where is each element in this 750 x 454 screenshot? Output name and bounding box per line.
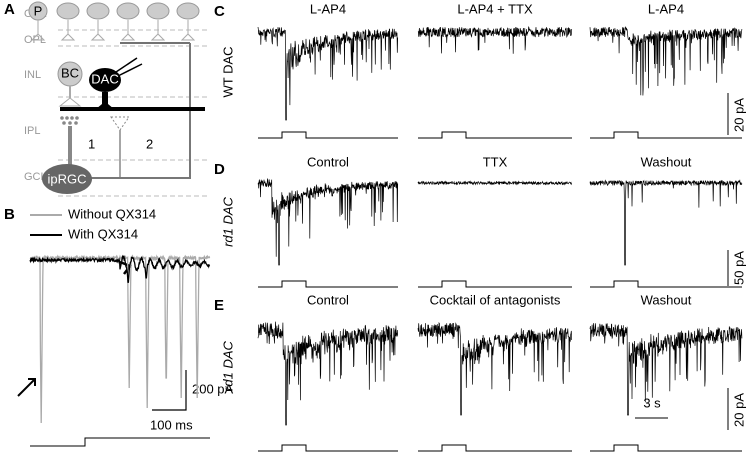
panel-label: A: [4, 1, 15, 18]
cell-label: DAC: [91, 71, 118, 86]
stimulus: [418, 444, 572, 452]
condition-title: Control: [307, 292, 349, 307]
current-trace: [29, 254, 211, 283]
photoreceptor: [86, 2, 110, 20]
stimulus: [590, 131, 742, 139]
panel-label: E: [214, 297, 224, 314]
panel-label: B: [4, 206, 15, 223]
stimulus: [258, 280, 398, 288]
scale-label: 200 pA: [192, 381, 234, 396]
photoreceptor: [56, 2, 80, 20]
condition-title: TTX: [483, 154, 508, 169]
stimulus: [590, 444, 742, 452]
cell-label: P: [34, 3, 43, 18]
current-trace: [589, 179, 743, 266]
current-trace: [29, 254, 211, 424]
scale-label: 3 s: [643, 395, 661, 410]
scale-label: 50 pA: [731, 251, 746, 285]
photoreceptor-terminal: [180, 20, 196, 41]
panel-label: D: [214, 161, 225, 178]
photoreceptor-terminal: [120, 20, 136, 41]
layer-label: IPL: [24, 125, 41, 137]
current-trace: [257, 26, 399, 121]
stimulus: [590, 280, 742, 288]
stimulus: [258, 131, 398, 139]
scale-label: 20 pA: [731, 98, 746, 132]
photoreceptor: [146, 2, 170, 20]
cell-label: BC: [61, 65, 79, 80]
photoreceptor-terminal: [150, 20, 166, 41]
condition-title: L-AP4: [310, 1, 346, 16]
current-trace: [417, 322, 573, 416]
photoreceptor-terminal: [90, 20, 106, 41]
panel-label: C: [214, 3, 225, 20]
stimulus: [258, 444, 398, 452]
scale-label: 100 ms: [150, 417, 193, 432]
row-label: rd1 DAC: [220, 340, 235, 390]
condition-title: Washout: [641, 154, 692, 169]
current-trace: [589, 26, 743, 96]
current-trace: [257, 177, 399, 266]
current-trace: [417, 180, 573, 186]
condition-title: L-AP4: [648, 1, 684, 16]
current-trace: [589, 323, 743, 416]
current-trace: [417, 26, 573, 54]
photoreceptor-terminal: [60, 20, 76, 41]
pathway-label: 2: [146, 136, 153, 151]
cell-label: ipRGC: [47, 171, 86, 186]
pathway-label: 1: [88, 136, 95, 151]
condition-title: Washout: [641, 292, 692, 307]
layer-label: INL: [24, 69, 41, 81]
scale-bar: [152, 370, 187, 411]
photoreceptor: [116, 2, 140, 20]
condition-title: Control: [307, 154, 349, 169]
row-label: WT DAC: [220, 46, 235, 97]
stimulus: [418, 280, 572, 288]
photoreceptor-terminal: [30, 20, 46, 41]
current-trace: [257, 321, 399, 426]
condition-title: L-AP4 + TTX: [457, 1, 533, 16]
stimulus: [30, 437, 210, 447]
arrow: [17, 378, 36, 397]
condition-title: Cocktail of antagonists: [430, 292, 561, 307]
layer-label: GCL: [24, 171, 47, 183]
legend-label: With QX314: [68, 226, 138, 241]
row-label: rd1 DAC: [220, 196, 235, 246]
photoreceptor: [176, 2, 200, 20]
retina-diagram: [28, 1, 210, 197]
scale-label: 20 pA: [731, 393, 746, 427]
legend-label: Without QX314: [68, 206, 156, 221]
stimulus: [418, 131, 572, 139]
